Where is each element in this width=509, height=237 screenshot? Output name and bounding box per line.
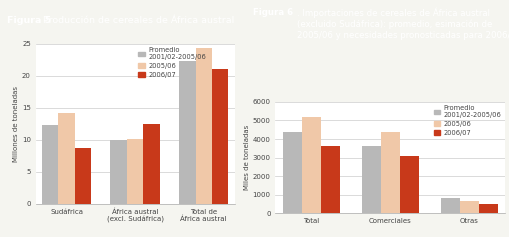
Legend: Promedio
2001/02-2005/06, 2005/06, 2006/07: Promedio 2001/02-2005/06, 2005/06, 2006/… <box>138 47 206 77</box>
Bar <box>179 61 195 204</box>
Bar <box>58 113 75 204</box>
Bar <box>301 117 320 213</box>
Bar <box>361 146 380 213</box>
Text: Figura 5: Figura 5 <box>7 16 51 25</box>
Text: Figura 6: Figura 6 <box>252 8 292 17</box>
Bar <box>75 147 91 204</box>
Bar <box>459 201 478 213</box>
Bar <box>440 198 459 213</box>
Text: . Producción de cereales de África austral: . Producción de cereales de África austr… <box>37 16 234 25</box>
Y-axis label: Millones de toneladas: Millones de toneladas <box>13 86 19 162</box>
Bar <box>110 140 127 204</box>
Bar <box>320 146 339 213</box>
Bar <box>478 204 497 213</box>
Bar <box>212 69 228 204</box>
Bar <box>380 132 399 213</box>
Bar <box>127 139 143 204</box>
Bar <box>42 125 58 204</box>
Text: . Importaciones de cereales de África austral
(excluido Sudáfrica): promedio, es: . Importaciones de cereales de África au… <box>296 8 509 40</box>
Legend: Promedio
2001/02-2005/06, 2005/06, 2006/07: Promedio 2001/02-2005/06, 2005/06, 2006/… <box>433 105 500 136</box>
Bar <box>143 124 159 204</box>
Bar <box>195 48 212 204</box>
Y-axis label: Miles de toneladas: Miles de toneladas <box>243 125 249 190</box>
Bar <box>282 132 301 213</box>
Bar <box>399 156 418 213</box>
